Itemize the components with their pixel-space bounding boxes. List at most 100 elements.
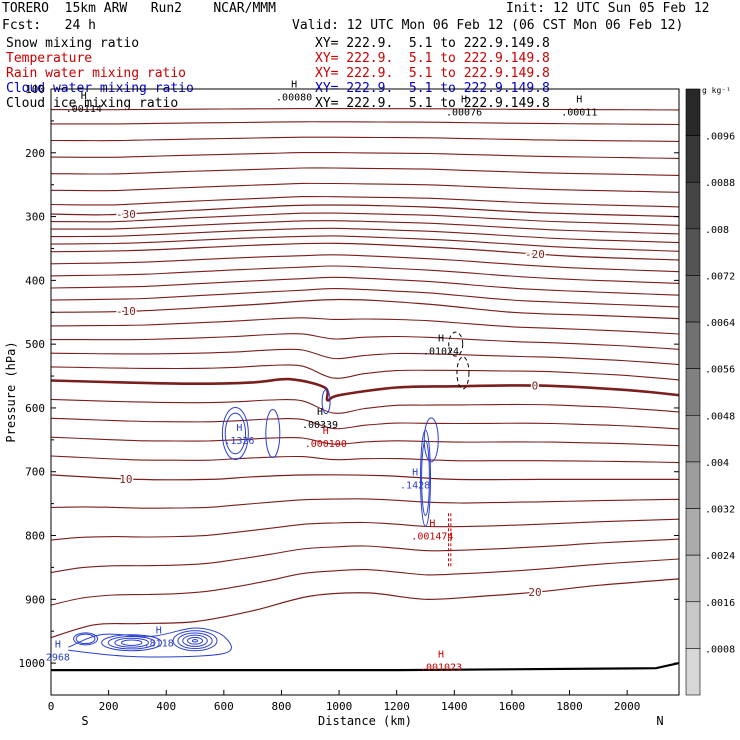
isotherm-line [50,558,680,606]
snow-max-marker: H [576,94,582,105]
cloud-water-cell [191,639,199,643]
cloud-water-cell [265,408,281,458]
cloud-water-cell [75,633,96,645]
annotations: H .1326 H .1428 H .8118 H 2968 H .000100 H .001474 H… [46,80,598,674]
isotherm--30 [50,204,680,218]
colorbar-label: .0096 [705,132,735,143]
colorbar: .0096 .0088 .008 .0072 .0064 .0056 .0048 .004 .0… [685,86,735,696]
cloud-water-cell [423,417,439,463]
x-tick-label: 1800 [556,700,583,713]
isotherm-line [50,436,680,447]
field-name-temperature: Temperature [6,51,93,66]
snow-max-marker: H [81,91,87,102]
cloud-water-max-marker: H [412,467,418,478]
plot-frame [50,88,680,696]
y-tick-label: 400 [25,274,45,287]
snow-max-value: .00114 [66,104,102,115]
colorbar-swatch [685,321,701,369]
field-range-cloud-ice: XY= 222.9. 5.1 to 222.9.149.8 [315,96,550,111]
cloud-water-cell [419,429,431,527]
y-tick-label: 200 [25,147,45,160]
init-time: Init: 12 UTC Sun 05 Feb 12 [506,1,710,16]
isotherm-line [50,398,680,414]
colorbar-label: .0008 [705,644,735,655]
x-tick-label: 1200 [383,700,410,713]
colorbar-swatch [685,228,701,276]
isotherm-line [50,364,680,381]
isotherm-0 [50,377,680,402]
isotherm-10 [50,474,679,481]
field-range-snow: XY= 222.9. 5.1 to 222.9.149.8 [315,36,550,51]
isotherm--20 [50,242,680,261]
cloud-water-cell [187,636,204,645]
snow-contour [448,331,464,357]
y-axis-label: Pressure (hPa) [4,341,18,442]
colorbar-swatch [685,135,701,183]
colorbar-swatch [685,648,701,696]
colorbar-label: .0064 [705,318,735,329]
isotherm-line [50,235,680,252]
x-tick-label: 2000 [614,700,641,713]
snow-max-value: .00339 [302,420,338,431]
x-tick-label: 400 [156,700,176,713]
rain-water-max-value: .001474 [411,532,453,543]
isotherm-20 [50,578,680,639]
field-range-temperature: XY= 222.9. 5.1 to 222.9.149.8 [315,51,550,66]
colorbar-swatch [685,181,701,230]
colorbar-label: .0088 [705,178,735,189]
isotherm-line [50,518,680,541]
x-tick-label: 200 [99,700,119,713]
isotherm-line [50,276,680,296]
isotherm-line [50,220,680,235]
x-tick-label: 0 [48,700,55,713]
contour-layer: -30 -20 -10 0 10 20 [50,108,680,672]
colorbar-label: .004 [705,458,729,469]
isotherm-line [50,498,680,509]
snow-max-value: .00076 [446,107,482,118]
colorbar-label: .0016 [705,598,735,609]
isotherm-line [50,288,680,308]
cloud-water-cell [114,637,149,648]
cloud-water-cell [224,412,247,455]
cloud-water-contours [68,331,470,658]
north-label: N [656,714,663,728]
field-range-rain: XY= 222.9. 5.1 to 222.9.149.8 [315,66,550,81]
model-title: TORERO 15km ARW Run2 NCAR/MMM [2,1,276,16]
y-tick-label: 800 [25,530,45,543]
snow-max-value: .00011 [561,107,597,118]
snow-max-marker: H [291,80,297,91]
isotherm-line [50,348,680,366]
y-tick-label: 900 [25,593,45,606]
field-name-rain: Rain water mixing ratio [6,66,187,81]
isotherm-label: 10 [119,473,132,486]
isotherm-line [50,317,680,335]
field-name-cloud-ice: Cloud ice mixing ratio [6,96,179,111]
colorbar-label: .0056 [705,365,735,376]
rain-water-max-value: .000100 [305,439,347,450]
cloud-water-cell [120,639,143,646]
colorbar-swatch [685,508,701,556]
x-tick-label: 600 [214,700,234,713]
cloud-water-max-value: 2968 [46,653,70,664]
cloud-water-cell [172,630,218,652]
y-tick-label: 300 [25,211,45,224]
isotherm-line [50,227,680,244]
isotherm-line [50,254,680,273]
colorbar-swatch [685,601,701,649]
cloud-water-max-marker: H [236,423,242,434]
cloud-water-max-marker: H [156,626,162,637]
isotherm-label: -30 [116,208,136,221]
isotherm-line [50,417,680,430]
cloud-water-cell [177,632,213,650]
cloud-water-max-value: .8118 [144,639,174,650]
y-tick-label: 1000 [19,657,46,670]
colorbar-swatch [685,368,701,416]
rain-water-max-marker: H [429,519,435,530]
x-tick-label: 1000 [326,700,353,713]
cloud-water-max-value: .1326 [224,436,254,447]
colorbar-swatch [685,88,701,136]
colorbar-label: .0032 [705,505,735,516]
colorbar-label: .0072 [705,271,735,282]
isotherm-line [50,152,680,159]
snow-contour [321,389,331,415]
